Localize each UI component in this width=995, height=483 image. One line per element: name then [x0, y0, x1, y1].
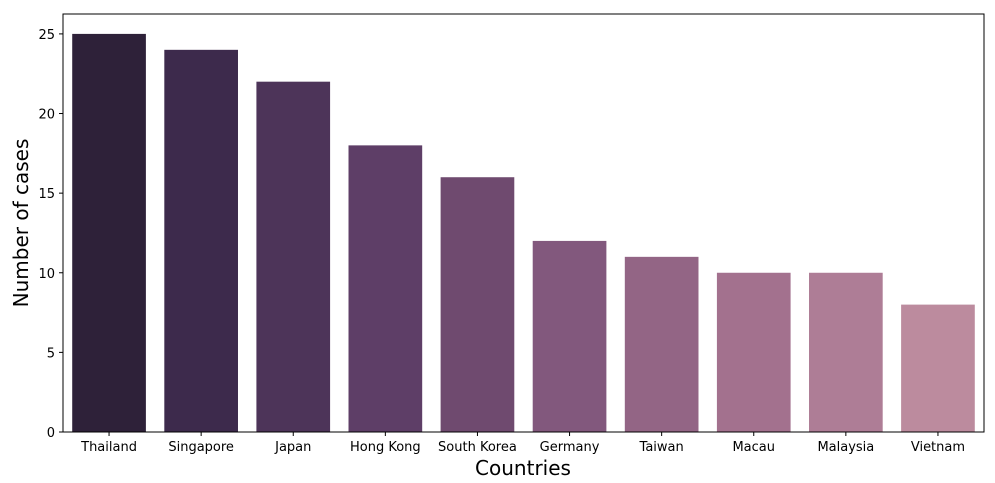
bar-japan	[256, 81, 331, 433]
x-tick-label: Taiwan	[639, 440, 684, 455]
y-tick-label: 5	[47, 346, 55, 361]
y-tick-label: 25	[38, 28, 55, 43]
x-tick-label: Singapore	[168, 440, 234, 455]
bar-vietnam	[901, 304, 975, 432]
y-tick-label: 20	[38, 108, 55, 123]
x-axis-ticks: Thailand Singapore Japan Hong Kong South Kor…	[80, 432, 965, 455]
x-tick-label: Malaysia	[817, 440, 874, 455]
bar-germany	[532, 240, 607, 432]
y-axis-ticks: 0 5 10 15 20 25	[38, 28, 63, 441]
bar-macau	[716, 272, 791, 432]
x-tick-label: Thailand	[80, 440, 137, 455]
x-tick-label: Vietnam	[911, 440, 965, 455]
bars	[72, 33, 975, 433]
x-tick-label: Japan	[274, 440, 311, 455]
y-tick-label: 15	[38, 187, 55, 202]
x-tick-label: Germany	[540, 440, 600, 455]
bar-taiwan	[624, 256, 699, 432]
y-tick-label: 10	[38, 267, 55, 282]
bar-south-korea	[440, 177, 515, 432]
bar-hong-kong	[348, 145, 423, 432]
plot-frame	[62, 13, 985, 433]
x-tick-label: Macau	[732, 440, 775, 455]
x-tick-label: Hong Kong	[350, 440, 421, 455]
bar-singapore	[164, 49, 238, 432]
x-tick-label: South Korea	[438, 440, 517, 455]
y-axis-title: Number of cases	[9, 139, 33, 308]
bar-malaysia	[809, 272, 883, 432]
bar-thailand	[72, 33, 146, 433]
x-axis-title: Countries	[475, 456, 571, 480]
y-tick-label: 0	[47, 426, 55, 441]
